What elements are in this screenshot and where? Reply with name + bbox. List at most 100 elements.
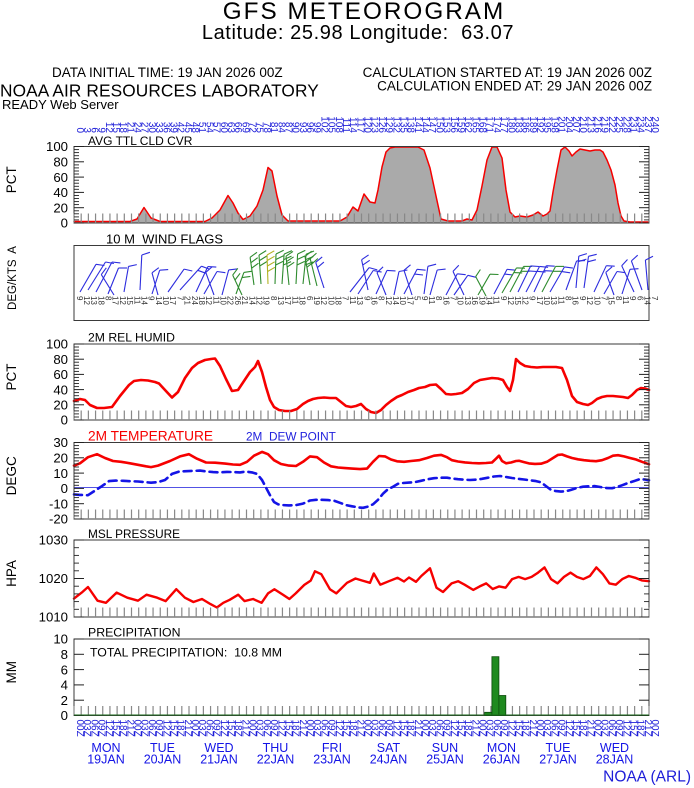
svg-text:12Z: 12Z (160, 720, 171, 737)
svg-text:177: 177 (498, 116, 509, 133)
svg-text:22: 22 (226, 296, 235, 305)
svg-text:00Z: 00Z (419, 720, 430, 737)
svg-text:23JAN: 23JAN (313, 753, 351, 767)
svg-text:21Z: 21Z (584, 720, 595, 737)
svg-text:69: 69 (239, 122, 250, 134)
svg-text:00Z: 00Z (132, 720, 143, 737)
svg-text:09Z: 09Z (96, 720, 107, 737)
svg-text:87: 87 (282, 122, 293, 134)
svg-text:19JAN: 19JAN (87, 753, 125, 767)
svg-text:198: 198 (548, 116, 559, 133)
svg-text:123: 123 (369, 116, 380, 133)
svg-text:15Z: 15Z (225, 720, 236, 737)
svg-text:DATA INITIAL TIME: 19 JAN 2026: DATA INITIAL TIME: 19 JAN 2026 00Z (52, 65, 283, 80)
svg-text:8: 8 (434, 296, 443, 301)
svg-text:12Z: 12Z (218, 720, 229, 737)
svg-text:00Z: 00Z (362, 720, 373, 737)
svg-text:09Z: 09Z (326, 720, 337, 737)
svg-text:84: 84 (275, 122, 286, 134)
svg-text:12Z: 12Z (505, 720, 516, 737)
svg-text:129: 129 (383, 116, 394, 133)
svg-text:18: 18 (197, 296, 206, 305)
svg-text:12Z: 12Z (333, 720, 344, 737)
svg-text:7: 7 (650, 296, 659, 301)
svg-text:1010: 1010 (39, 610, 68, 625)
svg-text:21Z: 21Z (124, 720, 135, 737)
svg-text:18Z: 18Z (577, 720, 588, 737)
svg-text:15Z: 15Z (110, 720, 121, 737)
svg-text:141: 141 (412, 116, 423, 133)
svg-text:00Z: 00Z (592, 720, 603, 737)
svg-text:MON: MON (91, 741, 120, 755)
svg-text:147: 147 (426, 116, 437, 133)
svg-text:10: 10 (326, 296, 335, 305)
svg-text:14: 14 (139, 296, 148, 305)
svg-text:7: 7 (341, 296, 350, 301)
svg-text:9: 9 (75, 296, 84, 301)
svg-text:NOAA (ARL): NOAA (ARL) (603, 769, 691, 786)
svg-text:06Z: 06Z (261, 720, 272, 737)
svg-text:237: 237 (642, 116, 653, 133)
svg-text:14: 14 (484, 296, 493, 305)
svg-text:99: 99 (311, 122, 322, 134)
svg-text:105: 105 (326, 116, 337, 133)
svg-text:1030: 1030 (39, 533, 68, 548)
svg-text:SUN: SUN (432, 741, 458, 755)
svg-text:102: 102 (318, 116, 329, 133)
svg-text:39: 39 (167, 122, 178, 134)
svg-text:204: 204 (563, 116, 574, 133)
svg-text:09Z: 09Z (613, 720, 624, 737)
svg-text:11: 11 (492, 296, 501, 305)
svg-text:13: 13 (463, 296, 472, 305)
svg-text:06Z: 06Z (376, 720, 387, 737)
svg-text:15Z: 15Z (627, 720, 638, 737)
svg-text:30: 30 (146, 122, 157, 134)
svg-text:21: 21 (240, 296, 249, 305)
svg-text:15Z: 15Z (340, 720, 351, 737)
svg-text:126: 126 (376, 116, 387, 133)
svg-text:03Z: 03Z (81, 720, 92, 737)
svg-text:14: 14 (391, 296, 400, 305)
svg-text:183: 183 (512, 116, 523, 133)
svg-text:10: 10 (161, 296, 170, 305)
svg-text:72: 72 (247, 122, 258, 134)
svg-text:20JAN: 20JAN (144, 753, 182, 767)
svg-text:-10: -10 (49, 496, 68, 511)
svg-text:17: 17 (405, 296, 414, 305)
svg-text:24JAN: 24JAN (370, 753, 408, 767)
svg-text:0: 0 (61, 413, 68, 428)
svg-text:20: 20 (53, 398, 68, 413)
svg-text:06Z: 06Z (433, 720, 444, 737)
svg-text:10: 10 (53, 466, 68, 481)
svg-text:48: 48 (189, 122, 200, 134)
svg-text:15: 15 (125, 296, 134, 305)
svg-text:16: 16 (571, 296, 580, 305)
svg-text:15: 15 (513, 296, 522, 305)
svg-text:19: 19 (312, 296, 321, 305)
svg-text:18Z: 18Z (520, 720, 531, 737)
svg-text:06Z: 06Z (146, 720, 157, 737)
svg-text:12Z: 12Z (103, 720, 114, 737)
svg-text:2M REL HUMID: 2M REL HUMID (88, 331, 175, 345)
svg-text:231: 231 (627, 116, 638, 133)
svg-text:25JAN: 25JAN (426, 753, 464, 767)
svg-text:12: 12 (82, 296, 91, 305)
svg-text:17: 17 (168, 296, 177, 305)
svg-text:36: 36 (160, 122, 171, 134)
svg-text:40: 40 (53, 185, 68, 200)
svg-text:63: 63 (225, 122, 236, 134)
svg-text:06Z: 06Z (88, 720, 99, 737)
svg-text:06Z: 06Z (203, 720, 214, 737)
svg-text:0: 0 (61, 216, 68, 231)
svg-text:19: 19 (477, 296, 486, 305)
svg-text:03Z: 03Z (139, 720, 150, 737)
svg-text:26: 26 (233, 296, 242, 305)
svg-text:17: 17 (111, 296, 120, 305)
svg-text:12Z: 12Z (390, 720, 401, 737)
svg-text:14: 14 (154, 296, 163, 305)
svg-text:11: 11 (621, 296, 630, 305)
svg-text:138: 138 (405, 116, 416, 133)
svg-text:162: 162 (462, 116, 473, 133)
svg-text:4: 4 (61, 678, 68, 693)
svg-text:CALCULATION ENDED AT: 29 JAN 2: CALCULATION ENDED AT: 29 JAN 2026 00Z (377, 79, 652, 94)
